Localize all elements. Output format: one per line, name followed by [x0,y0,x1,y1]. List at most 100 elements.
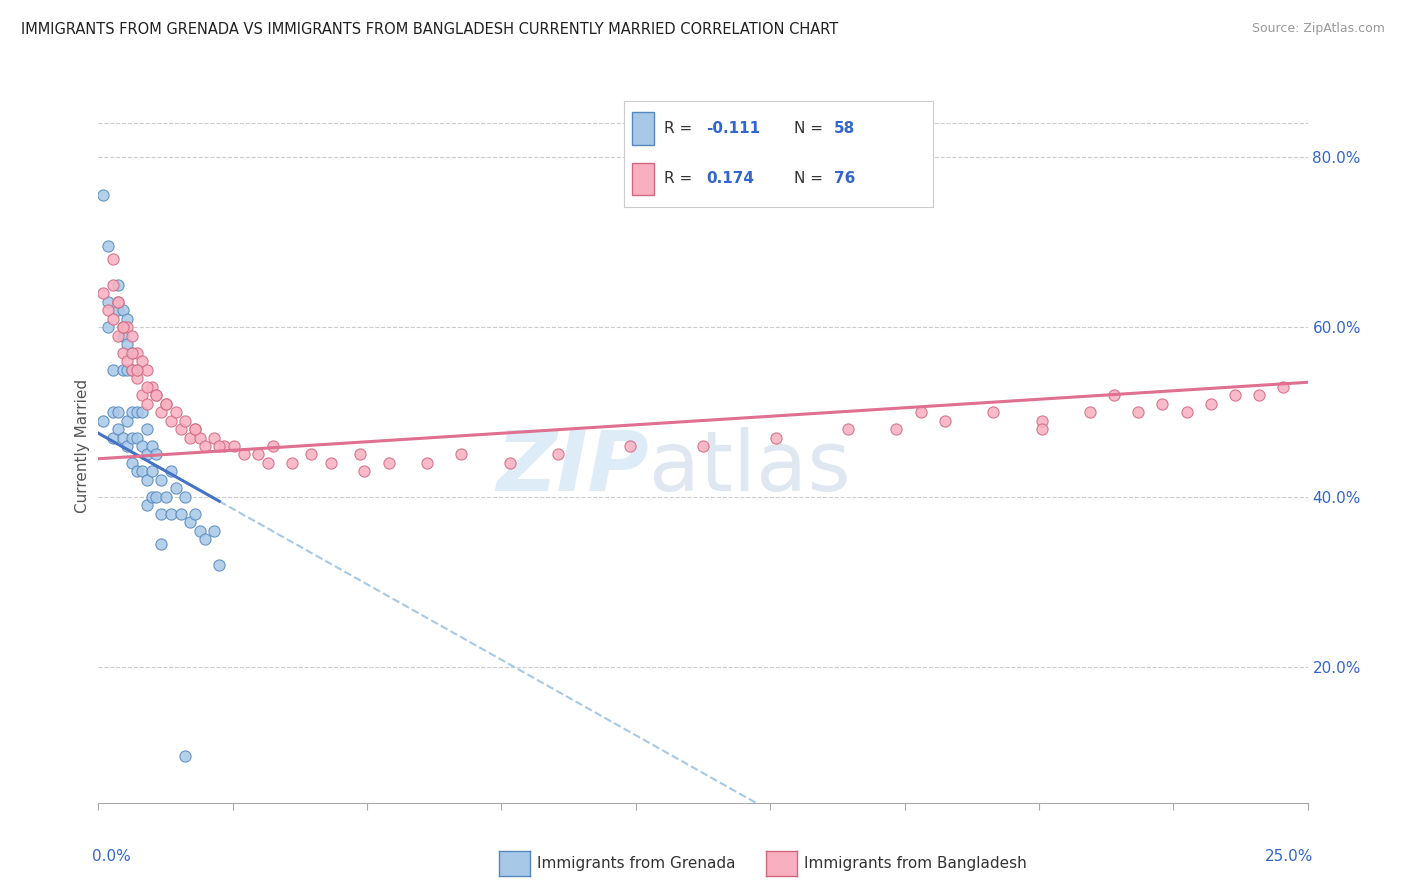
Point [117,337,139,351]
Point [169,422,191,436]
Point [145,490,167,504]
Point [117,413,139,427]
Point [886,422,908,436]
Point [145,388,167,402]
Point [319,456,342,470]
Point [127,465,149,479]
Point [174,413,197,427]
Text: Immigrants from Grenada: Immigrants from Grenada [537,856,735,871]
Text: 25.0%: 25.0% [1265,849,1313,864]
Point [117,320,139,334]
Point [353,465,375,479]
Point [377,456,399,470]
Point [1199,396,1222,410]
Point [619,439,641,453]
Point [179,430,201,444]
Point [1249,388,1271,402]
Point [1272,379,1295,393]
Point [165,405,187,419]
Point [135,499,157,513]
Text: Source: ZipAtlas.com: Source: ZipAtlas.com [1251,22,1385,36]
Point [101,277,124,292]
Point [150,537,173,551]
Point [117,439,139,453]
Point [155,490,177,504]
Point [111,345,134,359]
Text: 0.0%: 0.0% [93,849,131,864]
Point [208,439,231,453]
Point [135,396,157,410]
Point [416,456,439,470]
Point [131,388,153,402]
Point [150,507,173,521]
Point [188,430,211,444]
Point [165,482,187,496]
Point [837,422,859,436]
Point [97,294,120,309]
Point [256,456,278,470]
Point [107,277,129,292]
Point [111,303,134,318]
Point [131,465,153,479]
Point [107,294,129,309]
Point [910,405,932,419]
Point [97,239,120,253]
Point [111,320,134,334]
Point [107,422,129,436]
Text: ZIP: ZIP [496,427,648,508]
Point [174,490,197,504]
Point [107,405,129,419]
Point [141,490,163,504]
Point [91,413,114,427]
Point [131,354,153,368]
Point [160,465,183,479]
Point [135,473,157,487]
Point [299,448,322,462]
Point [145,388,167,402]
Point [121,362,143,376]
Point [111,430,134,444]
Point [174,749,197,764]
Point [141,465,163,479]
Point [127,345,149,359]
Point [101,252,124,266]
Point [141,439,163,453]
Point [141,379,163,393]
Point [135,379,157,393]
Point [1175,405,1198,419]
Point [1102,388,1125,402]
Point [232,448,254,462]
Point [281,456,304,470]
Point [1128,405,1150,419]
Point [450,448,472,462]
Point [127,405,149,419]
Point [121,405,143,419]
Point [121,430,143,444]
Point [150,473,173,487]
Point [121,362,143,376]
Point [262,439,284,453]
Point [127,371,149,385]
Text: atlas: atlas [648,427,851,508]
Point [111,320,134,334]
Point [934,413,956,427]
Point [204,524,226,538]
Point [1078,405,1101,419]
Point [349,448,371,462]
Point [169,507,191,521]
Point [97,320,120,334]
Point [107,303,129,318]
Point [179,516,201,530]
Point [498,456,520,470]
Point [184,507,207,521]
Point [127,430,149,444]
Point [117,362,139,376]
Point [131,405,153,419]
Point [212,439,235,453]
Point [208,558,231,572]
Point [155,396,177,410]
Point [107,328,129,343]
Point [184,422,207,436]
Text: IMMIGRANTS FROM GRENADA VS IMMIGRANTS FROM BANGLADESH CURRENTLY MARRIED CORRELAT: IMMIGRANTS FROM GRENADA VS IMMIGRANTS FR… [21,22,838,37]
Point [121,345,143,359]
